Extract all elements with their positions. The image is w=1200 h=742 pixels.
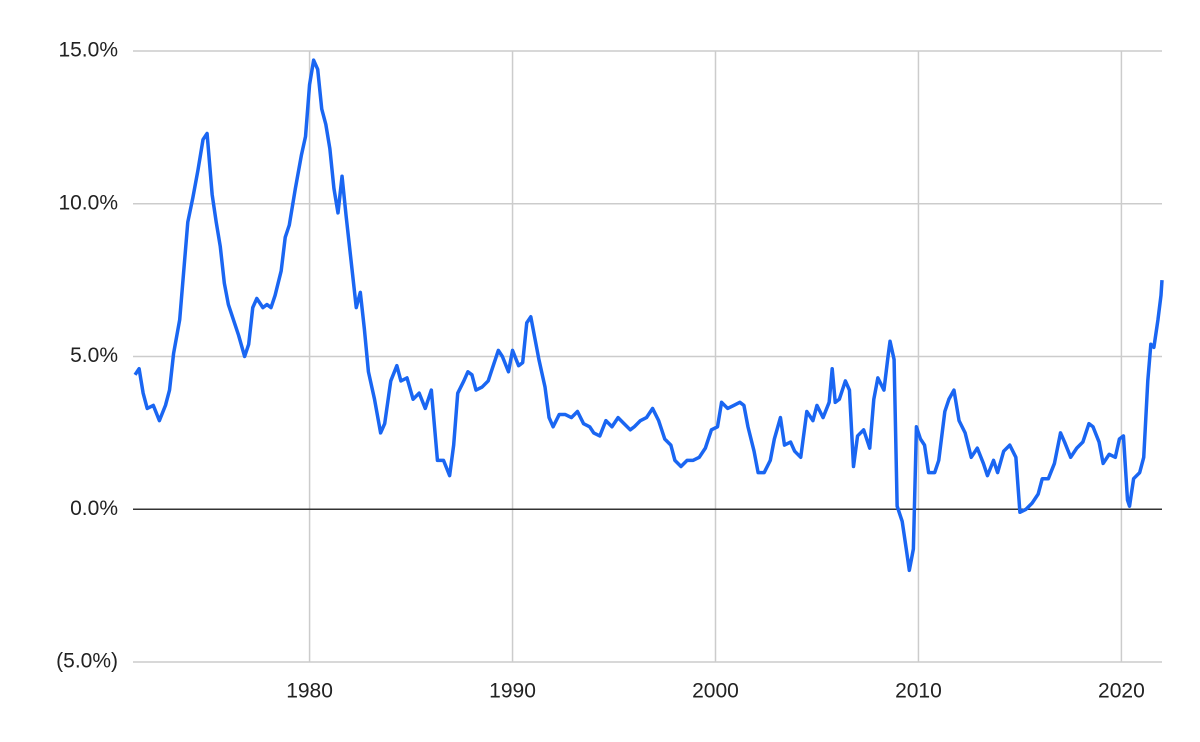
- y-tick-label: 15.0%: [58, 39, 118, 62]
- y-tick-label: 0.0%: [70, 497, 118, 520]
- x-tick-label: 2020: [1098, 680, 1145, 703]
- x-tick-label: 1990: [489, 680, 536, 703]
- line-series: [133, 58, 1164, 573]
- y-tick-label: 10.0%: [58, 191, 118, 214]
- x-tick-label: 2010: [895, 680, 942, 703]
- x-tick-label: 1980: [286, 680, 333, 703]
- y-tick-label: 5.0%: [70, 344, 118, 367]
- x-tick-label: 2000: [692, 680, 739, 703]
- y-tick-label: (5.0%): [56, 650, 118, 673]
